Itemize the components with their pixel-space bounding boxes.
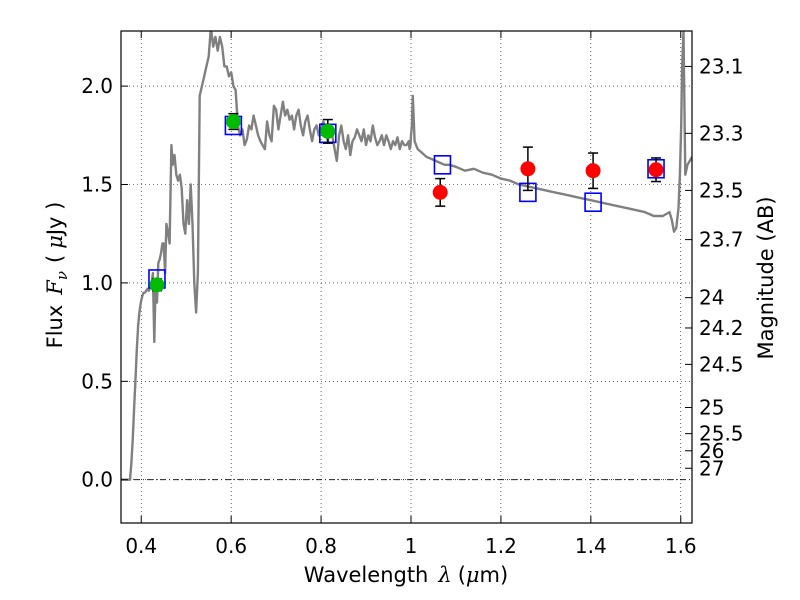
y2-axis-title: Magnitude (AB) <box>754 196 778 359</box>
y2-tick-label: 23.5 <box>699 178 744 202</box>
y2-tick-label: 23.1 <box>699 54 744 78</box>
y2-tick-label: 25 <box>699 395 724 419</box>
y2-tick-label: 24.2 <box>699 316 744 340</box>
y-tick-label: 2.0 <box>81 74 113 98</box>
x-axis-title-unit-mu: μ <box>466 563 480 587</box>
y2-tick-label: 26 <box>699 439 724 463</box>
x-tick-label: 1.2 <box>485 534 517 558</box>
y2-tick-label: 24 <box>699 286 724 310</box>
y-tick-label: 0.5 <box>81 369 113 393</box>
y2-tick-label: 27 <box>699 456 724 480</box>
optical-photometry-point <box>149 277 165 293</box>
plot-frame <box>120 30 693 524</box>
y-axis-title-subscript: ν <box>53 271 71 280</box>
y-axis-title-symbol: F <box>43 279 67 296</box>
x-tick-label: 1.4 <box>575 534 607 558</box>
x-tick-label: 0.8 <box>305 534 337 558</box>
y2-tick-label: 23.3 <box>699 121 744 145</box>
x-axis-title-prefix: Wavelength <box>304 563 429 587</box>
model-spectrum-line <box>121 31 692 481</box>
x-axis-title-unit-open: ( <box>458 563 466 587</box>
y2-tick-label: 25.5 <box>699 422 744 446</box>
y-axis-title-prefix: Flux <box>43 305 67 349</box>
y-tick-label: 0.0 <box>81 468 113 492</box>
y-axis-title-unit-mu: μ <box>43 235 67 249</box>
optical-photometry-point <box>320 123 336 139</box>
ir-photometry-point <box>585 163 601 179</box>
y-axis-title-unit-rest: Jy ) <box>43 202 67 238</box>
x-tick-label: 0.4 <box>125 534 157 558</box>
y2-tick-label: 23.7 <box>699 228 744 252</box>
model-flux-square-marker <box>584 192 602 213</box>
x-tick-label: 1 <box>405 534 418 558</box>
y-axis-title-unit-open: ( <box>43 255 67 263</box>
y-axis-title: Flux Fν ( μJy ) <box>43 202 71 349</box>
x-axis-title-symbol: λ <box>437 563 451 587</box>
ir-photometry-point <box>432 184 448 200</box>
data-series <box>121 31 692 481</box>
model-flux-square-marker <box>433 155 452 175</box>
ir-photometry-point <box>648 162 664 178</box>
y-tick-label: 1.5 <box>81 173 113 197</box>
x-axis-title-unit-rest: m) <box>480 563 509 587</box>
x-tick-label: 1.6 <box>665 534 697 558</box>
ir-photometry-point <box>520 161 536 177</box>
y2-tick-label: 24.5 <box>699 352 744 376</box>
x-axis: 0.4 0.6 0.8 1 1.2 1.4 1.6 <box>125 31 697 558</box>
x-tick-label: 0.6 <box>215 534 247 558</box>
y-tick-label: 1.0 <box>81 271 113 295</box>
optical-photometry-point <box>225 114 241 130</box>
grid-lines <box>121 31 692 523</box>
x-axis-title: Wavelength λ (μm) <box>304 563 508 587</box>
y-axis-flux: 0.0 0.5 1.0 1.5 2.0 <box>81 74 128 492</box>
